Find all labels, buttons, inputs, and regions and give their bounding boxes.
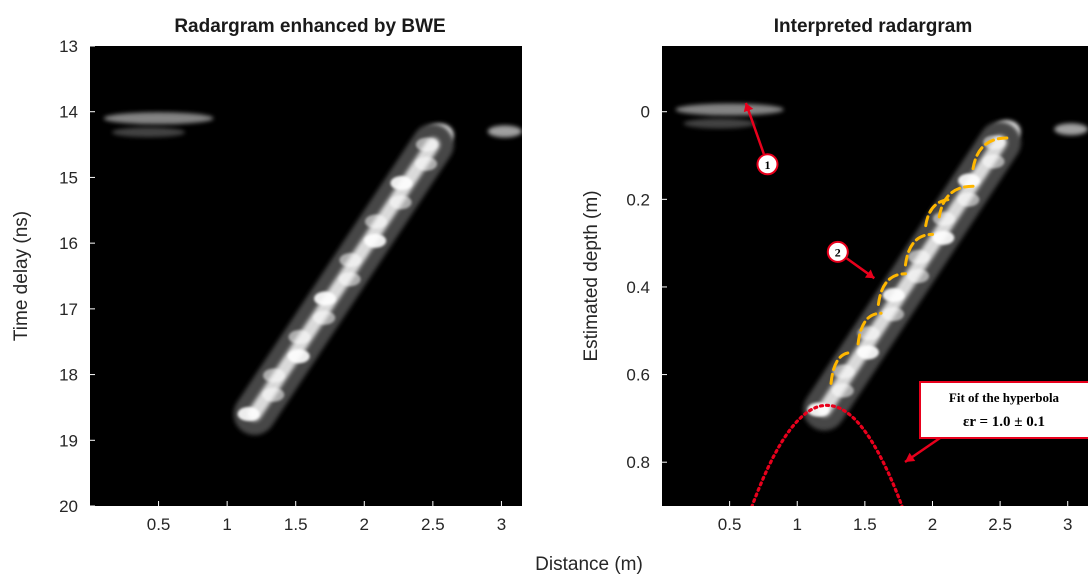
left-reflection-speckle bbox=[339, 253, 362, 268]
fit-box-line2: εr = 1.0 ± 0.1 bbox=[963, 414, 1045, 430]
marker-label: 2 bbox=[835, 245, 841, 259]
left-y-axis-label: Time delay (ns) bbox=[11, 211, 32, 341]
right-reflection-speckle bbox=[932, 211, 955, 226]
right-reflection-speckle bbox=[882, 288, 905, 303]
right-y-tick-label: 0.2 bbox=[626, 190, 650, 209]
left-x-tick-label: 1 bbox=[222, 515, 231, 534]
right-x-tick-label: 2 bbox=[928, 515, 937, 534]
hyperbola-segment bbox=[903, 232, 934, 267]
left-reflection-blob bbox=[487, 125, 522, 138]
right-reflection-speckle bbox=[832, 364, 855, 379]
left-reflection-tail bbox=[112, 127, 186, 138]
left-reflection-blob bbox=[103, 112, 214, 125]
left-y-tick-label: 20 bbox=[59, 497, 78, 516]
left-reflection-speckle bbox=[288, 330, 311, 345]
hyperbola-segment bbox=[971, 136, 1009, 171]
left-y-tick-label: 18 bbox=[59, 366, 78, 385]
left-reflection-speckle bbox=[415, 156, 438, 171]
marker-arrow-shaft bbox=[744, 102, 766, 155]
left-y-tick-label: 16 bbox=[59, 234, 78, 253]
left-reflection-speckle bbox=[262, 387, 285, 402]
right-y-tick-label: 0.8 bbox=[626, 453, 650, 472]
right-reflection-speckle bbox=[932, 230, 955, 245]
hyperbola-segment bbox=[829, 351, 853, 385]
right-reflection-speckle bbox=[857, 326, 880, 341]
left-reflection-speckle bbox=[364, 233, 387, 248]
fit-box: Fit of the hyperbola εr = 1.0 ± 0.1 bbox=[904, 381, 1088, 464]
left-x-tick-label: 1.5 bbox=[284, 515, 308, 534]
right-reflection-speckle bbox=[856, 345, 879, 360]
right-reflection-speckle bbox=[982, 154, 1005, 169]
right-reflection-speckle bbox=[957, 192, 980, 207]
right-x-ticks: 0.5 1 1.5 2 2.5 3 bbox=[718, 501, 1072, 534]
left-y-tick-label: 15 bbox=[59, 168, 78, 187]
left-x-ticks: 0.5 1 1.5 2 2.5 3 bbox=[147, 501, 506, 534]
marker-arrow-head bbox=[743, 102, 754, 113]
left-y-tick-label: 13 bbox=[59, 37, 78, 56]
left-reflection-speckle bbox=[389, 195, 412, 210]
left-y-tick-label: 17 bbox=[59, 300, 78, 319]
left-reflection-speckle bbox=[338, 272, 361, 287]
right-y-tick-label: 0.6 bbox=[626, 366, 650, 385]
right-reflection-tail bbox=[683, 118, 756, 129]
left-x-tick-label: 3 bbox=[497, 515, 506, 534]
left-y-tick-label: 19 bbox=[59, 431, 78, 450]
shared-x-axis-label: Distance (m) bbox=[535, 554, 643, 575]
left-y-ticks: 13 14 15 16 17 18 19 20 bbox=[59, 37, 95, 516]
marker-arrow-head bbox=[864, 269, 875, 279]
right-y-tick-label: 0.4 bbox=[626, 278, 650, 297]
left-reflection-speckle bbox=[415, 137, 438, 152]
hyperbola-segment bbox=[876, 272, 907, 306]
right-reflection-speckle bbox=[907, 269, 930, 283]
left-reflections bbox=[103, 112, 522, 435]
marker-circle bbox=[826, 240, 849, 263]
left-reflection-speckle bbox=[313, 310, 336, 325]
right-x-tick-label: 3 bbox=[1063, 515, 1072, 534]
hyperbola-segment bbox=[924, 197, 955, 228]
left-panel: Radargram enhanced by BWE 0.5 1 1.5 2 2.5 3 1… bbox=[11, 16, 522, 534]
left-x-tick-label: 2 bbox=[360, 515, 369, 534]
right-reflection-speckle bbox=[882, 307, 905, 322]
right-y-ticks: 0 0.2 0.4 0.6 0.8 bbox=[626, 103, 667, 472]
left-reflection-speckle bbox=[364, 214, 387, 229]
right-y-tick-label: 0 bbox=[641, 103, 650, 122]
left-title: Radargram enhanced by BWE bbox=[174, 16, 445, 37]
right-reflection-speckle bbox=[957, 173, 980, 188]
left-x-tick-label: 0.5 bbox=[147, 515, 171, 534]
right-annotations: 12 bbox=[743, 102, 1009, 506]
marker-circle bbox=[756, 153, 779, 176]
fit-hyperbola-curve bbox=[750, 403, 904, 506]
right-reflection-blob bbox=[675, 103, 784, 116]
left-reflection-speckle bbox=[287, 349, 310, 364]
hyperbola-segment bbox=[856, 311, 883, 346]
left-reflection-speckle bbox=[313, 291, 336, 306]
marker-label: 1 bbox=[764, 158, 770, 172]
left-reflection-speckle bbox=[237, 407, 260, 421]
right-x-tick-label: 1 bbox=[793, 515, 802, 534]
right-title: Interpreted radargram bbox=[774, 16, 973, 37]
right-x-tick-label: 2.5 bbox=[988, 515, 1012, 534]
right-y-axis-label: Estimated depth (m) bbox=[581, 190, 602, 361]
right-x-tick-label: 0.5 bbox=[718, 515, 742, 534]
right-reflection-speckle bbox=[831, 383, 854, 398]
left-reflection-speckle bbox=[263, 368, 286, 383]
fit-box-arrow-head bbox=[905, 452, 916, 462]
right-panel: Interpreted radargram 12 0.5 1 1.5 2 2.5 3 00… bbox=[581, 16, 1088, 534]
right-x-tick-label: 1.5 bbox=[853, 515, 877, 534]
right-reflection-blob bbox=[1054, 123, 1088, 136]
left-y-tick-label: 14 bbox=[59, 103, 78, 122]
fit-box-line1: Fit of the hyperbola bbox=[949, 390, 1060, 405]
right-reflection-speckle bbox=[907, 249, 930, 264]
left-reflection-speckle bbox=[390, 176, 413, 191]
fit-box-frame bbox=[919, 381, 1088, 439]
hyperbola-segment bbox=[937, 184, 975, 219]
left-x-tick-label: 2.5 bbox=[421, 515, 445, 534]
